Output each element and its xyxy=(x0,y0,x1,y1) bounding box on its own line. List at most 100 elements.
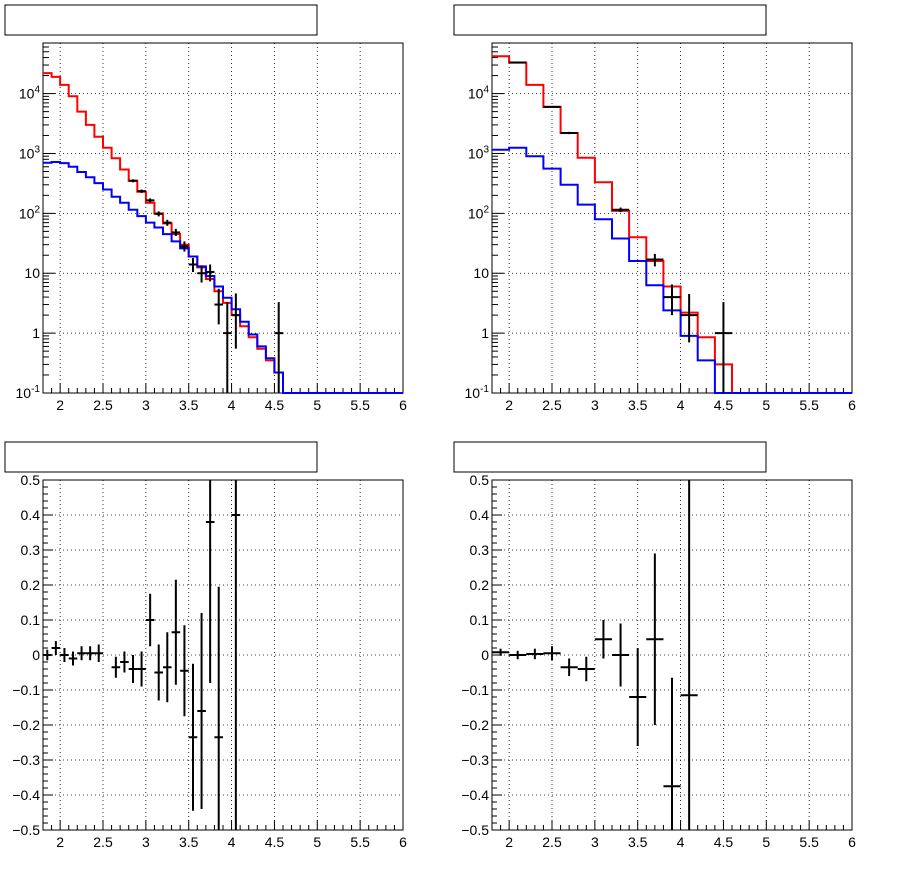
data-point xyxy=(171,228,181,236)
y-tick-label: −0.1 xyxy=(461,682,489,698)
x-tick-label: 3 xyxy=(142,397,150,413)
data-point xyxy=(128,655,138,683)
histogram-series-2 xyxy=(492,146,852,394)
data-point xyxy=(509,61,527,64)
x-tick-label: 2 xyxy=(505,397,513,413)
data-point xyxy=(85,646,95,661)
y-tick-label: 0.2 xyxy=(470,577,490,593)
histogram-series-1 xyxy=(43,72,403,394)
y-tick-label: −0.2 xyxy=(12,717,40,733)
x-tick-label: 3.5 xyxy=(179,834,199,850)
x-tick-label: 5.5 xyxy=(350,397,370,413)
y-tick-label: 103 xyxy=(19,144,41,161)
data-point xyxy=(560,131,578,135)
x-tick-label: 5 xyxy=(313,834,321,850)
x-tick-label: 6 xyxy=(399,397,407,413)
x-tick-label: 4 xyxy=(677,834,685,850)
x-tick-label: 2 xyxy=(56,397,64,413)
y-tick-label: −0.4 xyxy=(12,787,40,803)
data-point xyxy=(231,480,241,830)
x-tick-label: 5.5 xyxy=(350,834,370,850)
data-point xyxy=(612,207,630,213)
plot-frame xyxy=(491,42,853,394)
data-point xyxy=(188,257,198,272)
y-tick-label: 0 xyxy=(481,647,489,663)
x-tick-label: 3.5 xyxy=(179,397,199,413)
y-tick-label: −0.4 xyxy=(461,787,489,803)
data-point xyxy=(128,179,138,183)
data-point xyxy=(180,241,189,252)
y-tick-label: −0.5 xyxy=(12,822,40,838)
plot-frame xyxy=(42,42,404,394)
data-point xyxy=(137,651,146,687)
data-point xyxy=(680,294,698,343)
data-point xyxy=(60,648,69,662)
y-tick-label: 0.3 xyxy=(470,542,490,558)
x-tick-label: 4 xyxy=(228,397,236,413)
y-tick-label: 0 xyxy=(32,647,40,663)
x-tick-label: 2 xyxy=(56,834,64,850)
grid xyxy=(492,43,852,393)
x-tick-label: 5.5 xyxy=(799,397,819,413)
y-tick-label: 1 xyxy=(32,325,40,341)
x-tick-label: 3 xyxy=(591,834,599,850)
grid xyxy=(43,480,403,830)
title-box xyxy=(453,4,767,36)
x-tick-label: 6 xyxy=(848,834,856,850)
data-point xyxy=(188,663,198,811)
y-tick-label: 103 xyxy=(468,144,490,161)
y-tick-label: 0.5 xyxy=(470,472,490,488)
y-tick-label: −0.3 xyxy=(461,752,489,768)
data-point xyxy=(180,625,189,717)
data-point xyxy=(214,288,223,325)
data-point xyxy=(197,613,206,809)
data-point xyxy=(145,198,155,203)
data-point xyxy=(163,632,172,703)
title-box xyxy=(453,441,767,473)
x-tick-label: 2.5 xyxy=(542,397,562,413)
x-tick-label: 4 xyxy=(677,397,685,413)
y-tick-label: 102 xyxy=(19,204,41,221)
y-tick-label: −0.5 xyxy=(461,822,489,838)
grid xyxy=(43,43,403,393)
x-tick-label: 5 xyxy=(762,834,770,850)
x-tick-label: 4 xyxy=(228,834,236,850)
data-point xyxy=(526,648,544,660)
data-point xyxy=(231,293,241,349)
data-point xyxy=(663,677,681,830)
data-point xyxy=(137,189,146,193)
x-tick-label: 2.5 xyxy=(93,834,113,850)
data-point xyxy=(560,658,578,676)
x-tick-label: 4.5 xyxy=(265,397,285,413)
x-tick-label: 3.5 xyxy=(628,397,648,413)
x-tick-label: 6 xyxy=(399,834,407,850)
data-point xyxy=(214,586,223,830)
title-box xyxy=(4,441,318,473)
x-tick-label: 4.5 xyxy=(265,834,285,850)
x-tick-label: 6 xyxy=(848,397,856,413)
data-point xyxy=(77,646,86,661)
data-point xyxy=(94,644,103,662)
data-point xyxy=(274,302,283,393)
data-point xyxy=(154,644,163,701)
y-tick-label: 0.4 xyxy=(21,507,41,523)
y-tick-label: 0.4 xyxy=(470,507,490,523)
data-point xyxy=(205,480,215,683)
chart-panel-4: 2 2.5 3 3.5 4 4.5 5 5.5 6 −0.5 −0.4 −0.3 −0.2 −0.1 0 0.… xyxy=(453,441,856,850)
data-point xyxy=(577,656,595,682)
data-point xyxy=(543,105,561,108)
data-point xyxy=(612,623,630,687)
data-point xyxy=(492,648,510,656)
y-tick-label: 0.1 xyxy=(470,612,490,628)
y-tick-label: 0.2 xyxy=(21,577,41,593)
y-tick-label: 0.1 xyxy=(21,612,41,628)
data-point xyxy=(197,265,206,283)
data-point xyxy=(680,480,698,830)
data-point xyxy=(594,620,612,659)
y-tick-label: 1 xyxy=(481,325,489,341)
data-point xyxy=(509,650,527,660)
data-point xyxy=(43,649,52,661)
data-point xyxy=(714,302,732,393)
x-tick-label: 4.5 xyxy=(714,397,734,413)
